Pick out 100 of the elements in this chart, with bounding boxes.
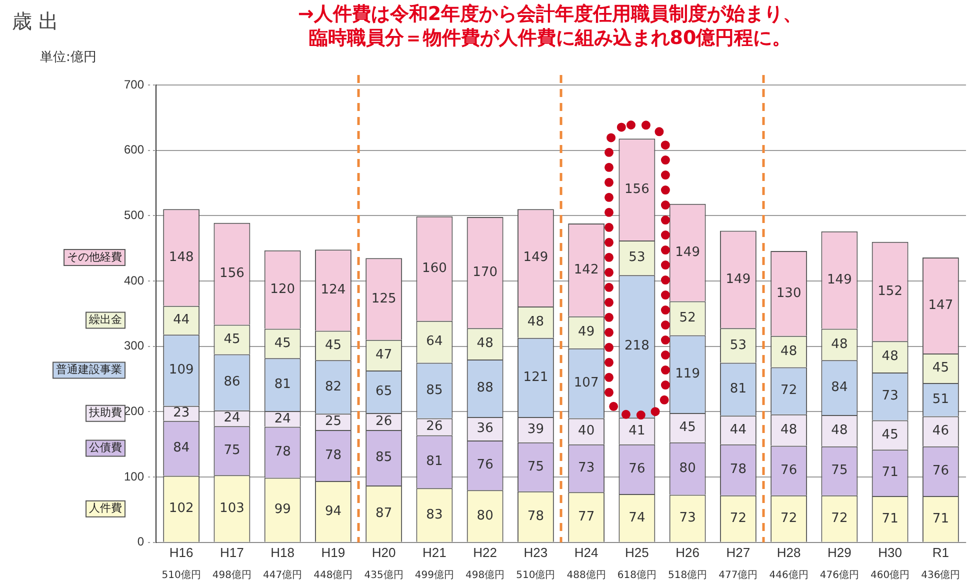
data-label: 82: [324, 379, 342, 394]
data-label: 81: [426, 454, 443, 470]
x-tick-label: R1: [932, 544, 949, 560]
data-label: 76: [476, 458, 494, 473]
data-label: 78: [324, 448, 342, 463]
data-label: 85: [426, 382, 443, 398]
data-label: 83: [426, 507, 443, 522]
text: →人件費は令和2年度から会計年度任用職員制度が始まり、: [298, 3, 802, 25]
data-label: 72: [780, 383, 798, 398]
y-tick-label: 200: [124, 404, 144, 418]
data-label: 71: [932, 511, 949, 526]
data-label: 44: [173, 312, 190, 328]
text: 518億円: [668, 568, 708, 581]
data-label: 73: [578, 460, 595, 476]
data-label: 48: [831, 423, 848, 438]
data-label: 94: [324, 504, 342, 519]
data-label: 149: [523, 250, 548, 266]
data-label: 120: [270, 282, 295, 297]
x-tick-label: H30: [878, 544, 902, 560]
chart-title: 歳 出: [12, 8, 58, 35]
x-tick-label: H29: [828, 544, 852, 560]
data-label: 75: [527, 459, 544, 474]
data-label: 156: [220, 266, 244, 282]
text: 普通建設事業: [56, 363, 122, 376]
data-label: 26: [426, 419, 443, 434]
data-label: 45: [224, 332, 240, 347]
data-label: 109: [168, 362, 194, 378]
data-label: 76: [932, 464, 949, 479]
text: 618億円: [617, 568, 656, 581]
data-label: 99: [274, 502, 291, 518]
data-label: 130: [776, 286, 802, 301]
data-label: 149: [726, 272, 751, 287]
text: 447億円: [263, 568, 302, 581]
data-label: 48: [831, 336, 848, 352]
data-label: 65: [376, 384, 392, 400]
data-label: 53: [730, 338, 746, 353]
x-tick-label: H20: [372, 544, 396, 560]
data-label: 149: [827, 272, 852, 288]
data-label: 87: [376, 506, 392, 522]
data-label: 125: [371, 291, 396, 306]
data-label: 49: [578, 324, 595, 340]
x-tick-label: H28: [776, 544, 801, 560]
data-label: 26: [376, 414, 392, 429]
data-label: 81: [730, 382, 746, 397]
data-label: 74: [628, 510, 646, 526]
x-tick-label: H22: [473, 544, 498, 560]
data-label: 25: [324, 414, 342, 430]
data-label: 156: [624, 182, 650, 197]
data-label: 148: [168, 250, 194, 265]
data-label: 142: [574, 262, 599, 278]
text: 476億円: [820, 568, 859, 581]
data-label: 75: [831, 463, 848, 478]
data-label: 48: [476, 336, 494, 352]
data-label: 39: [527, 422, 544, 438]
x-tick-label: H23: [524, 544, 548, 560]
data-label: 71: [882, 465, 898, 480]
data-label: 119: [675, 366, 700, 382]
data-label: 124: [320, 282, 346, 298]
y-tick-label: 100: [124, 469, 144, 484]
text: 498億円: [466, 568, 505, 581]
x-tick-label: H19: [321, 544, 346, 560]
x-tick-label: H16: [169, 544, 194, 560]
text: 臨時職員分＝物件費が人件費に組み込まれ80億円程に。: [308, 27, 792, 49]
text: 460億円: [870, 568, 910, 581]
data-label: 71: [882, 511, 898, 526]
y-tick-label: 600: [124, 142, 144, 157]
text: 510億円: [162, 568, 201, 581]
data-label: 102: [168, 501, 194, 516]
data-label: 121: [523, 370, 548, 385]
data-label: 24: [224, 410, 240, 426]
data-label: 46: [932, 424, 949, 439]
data-label: 86: [224, 374, 240, 390]
data-label: 64: [426, 334, 443, 350]
data-label: 24: [274, 411, 291, 426]
data-label: 84: [173, 440, 190, 456]
data-label: 88: [476, 380, 494, 396]
text: 公債費: [89, 441, 122, 454]
data-label: 107: [574, 376, 599, 391]
text: 499億円: [414, 568, 454, 581]
x-tick-label: H18: [270, 544, 295, 560]
data-label: 73: [882, 388, 898, 404]
data-label: 149: [675, 244, 700, 260]
y-axis-title: 単位:億円: [40, 49, 96, 66]
x-tick-label: H25: [625, 544, 649, 560]
data-label: 81: [274, 376, 291, 392]
data-label: 84: [831, 380, 848, 395]
text: 繰出金: [88, 313, 122, 326]
text: 人件費: [89, 502, 122, 515]
data-label: 53: [628, 250, 646, 266]
data-label: 41: [628, 423, 646, 438]
text: 477億円: [718, 568, 758, 581]
data-label: 23: [173, 406, 190, 421]
y-tick-label: 0: [137, 534, 144, 549]
data-label: 40: [578, 424, 595, 439]
data-label: 152: [878, 284, 902, 299]
data-label: 78: [527, 509, 544, 524]
data-label: 80: [476, 508, 494, 524]
y-tick-label: 300: [124, 338, 144, 353]
text: その他経費: [67, 250, 122, 264]
data-label: 45: [324, 338, 342, 353]
